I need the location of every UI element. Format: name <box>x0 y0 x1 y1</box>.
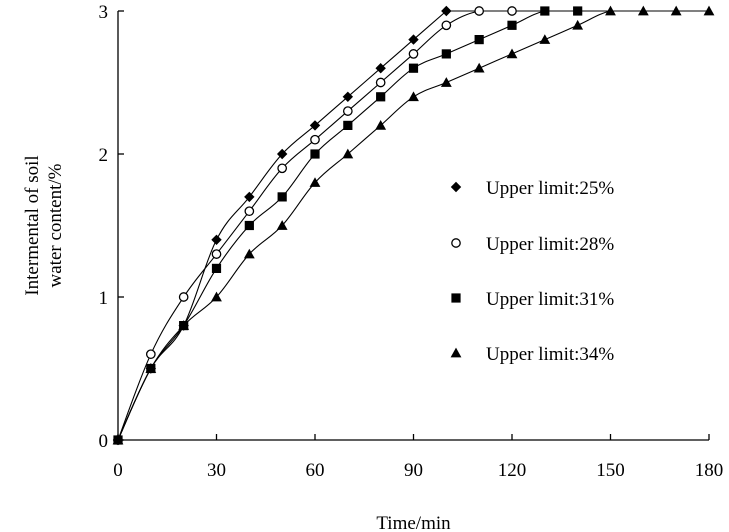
x-tick-label: 60 <box>306 460 325 481</box>
x-tick-label: 30 <box>207 460 226 481</box>
marker-square <box>573 6 583 16</box>
marker-square <box>474 35 484 45</box>
marker-triangle <box>703 5 715 16</box>
marker-square <box>343 120 353 130</box>
tick-marks <box>117 10 710 441</box>
marker-diamond <box>276 148 288 160</box>
marker-triangle <box>309 177 321 187</box>
marker-square <box>507 20 517 30</box>
marker-square <box>244 220 254 231</box>
marker-triangle <box>506 48 518 59</box>
marker-legend-circle-open <box>451 238 461 248</box>
series-curves <box>117 10 709 441</box>
marker-diamond <box>244 191 255 203</box>
marker-triangle <box>473 62 485 73</box>
marker-triangle <box>211 291 222 302</box>
marker-legend-square <box>451 293 461 303</box>
y-tick-label: 3 <box>99 2 109 23</box>
marker-diamond <box>375 63 386 74</box>
marker-square <box>376 92 386 102</box>
marker-legend-diamond <box>450 181 462 193</box>
marker-circle-open <box>342 106 353 116</box>
marker-triangle <box>637 5 649 16</box>
marker-diamond <box>309 120 321 131</box>
legend-label: Upper limit:28% <box>486 234 614 255</box>
marker-circle-open <box>507 6 517 16</box>
marker-circle-open <box>474 6 485 16</box>
x-tick-label: 120 <box>498 460 527 481</box>
legend-label: Upper limit:31% <box>486 289 614 310</box>
marker-triangle <box>408 91 419 102</box>
y-tick-label: 0 <box>99 431 109 452</box>
marker-circle-open <box>277 163 288 174</box>
marker-triangle <box>342 148 354 159</box>
series-markers <box>112 5 715 446</box>
marker-triangle <box>276 220 288 230</box>
marker-circle-open <box>178 292 189 302</box>
x-tick-label: 150 <box>596 460 625 481</box>
marker-triangle <box>112 434 124 445</box>
marker-circle-open <box>310 134 320 145</box>
x-tick-label: 180 <box>695 460 724 481</box>
marker-circle-open <box>211 249 222 259</box>
legend-label: Upper limit:25% <box>486 178 614 199</box>
legend: Upper limit:25% Upper limit:28% Upper limi… <box>450 178 614 365</box>
marker-triangle <box>572 19 584 30</box>
marker-circle-open <box>408 49 419 59</box>
marker-triangle <box>375 120 387 130</box>
marker-circle-open <box>145 349 156 360</box>
marker-circle-open <box>244 206 255 217</box>
legend-label: Upper limit:34% <box>486 344 614 365</box>
marker-triangle <box>178 320 190 330</box>
series-line-4 <box>117 10 709 441</box>
marker-square <box>277 192 287 202</box>
y-tick-labels: 0 1 2 3 <box>99 2 109 452</box>
axes <box>117 11 709 441</box>
marker-triangle <box>243 248 255 259</box>
series-line-3 <box>117 10 578 441</box>
series-line-2 <box>117 10 512 441</box>
marker-square <box>540 6 550 16</box>
y-tick-label: 1 <box>99 288 109 309</box>
marker-diamond <box>408 34 419 45</box>
marker-circle-open <box>441 20 452 31</box>
y-axis-title-line-1: Intermental of soil <box>22 155 43 295</box>
marker-square <box>211 263 222 273</box>
x-axis-title: Time/min <box>376 513 451 532</box>
x-tick-labels: 0 30 60 90 120 150 180 <box>113 460 723 481</box>
y-tick-label: 2 <box>99 145 109 166</box>
marker-legend-triangle <box>450 347 462 358</box>
marker-circle-open <box>375 77 386 88</box>
marker-triangle <box>605 5 616 16</box>
marker-square <box>441 49 451 59</box>
marker-square <box>310 149 320 159</box>
marker-triangle <box>539 34 551 44</box>
marker-triangle <box>145 363 157 373</box>
marker-triangle <box>670 5 682 16</box>
x-tick-label: 90 <box>404 460 423 481</box>
marker-diamond <box>441 5 452 17</box>
marker-square <box>408 63 419 73</box>
x-tick-label: 0 <box>113 460 123 481</box>
marker-diamond <box>342 91 354 102</box>
marker-diamond <box>211 234 222 245</box>
marker-triangle <box>440 77 452 87</box>
y-axis-title-line-2: water content/% <box>45 163 66 287</box>
